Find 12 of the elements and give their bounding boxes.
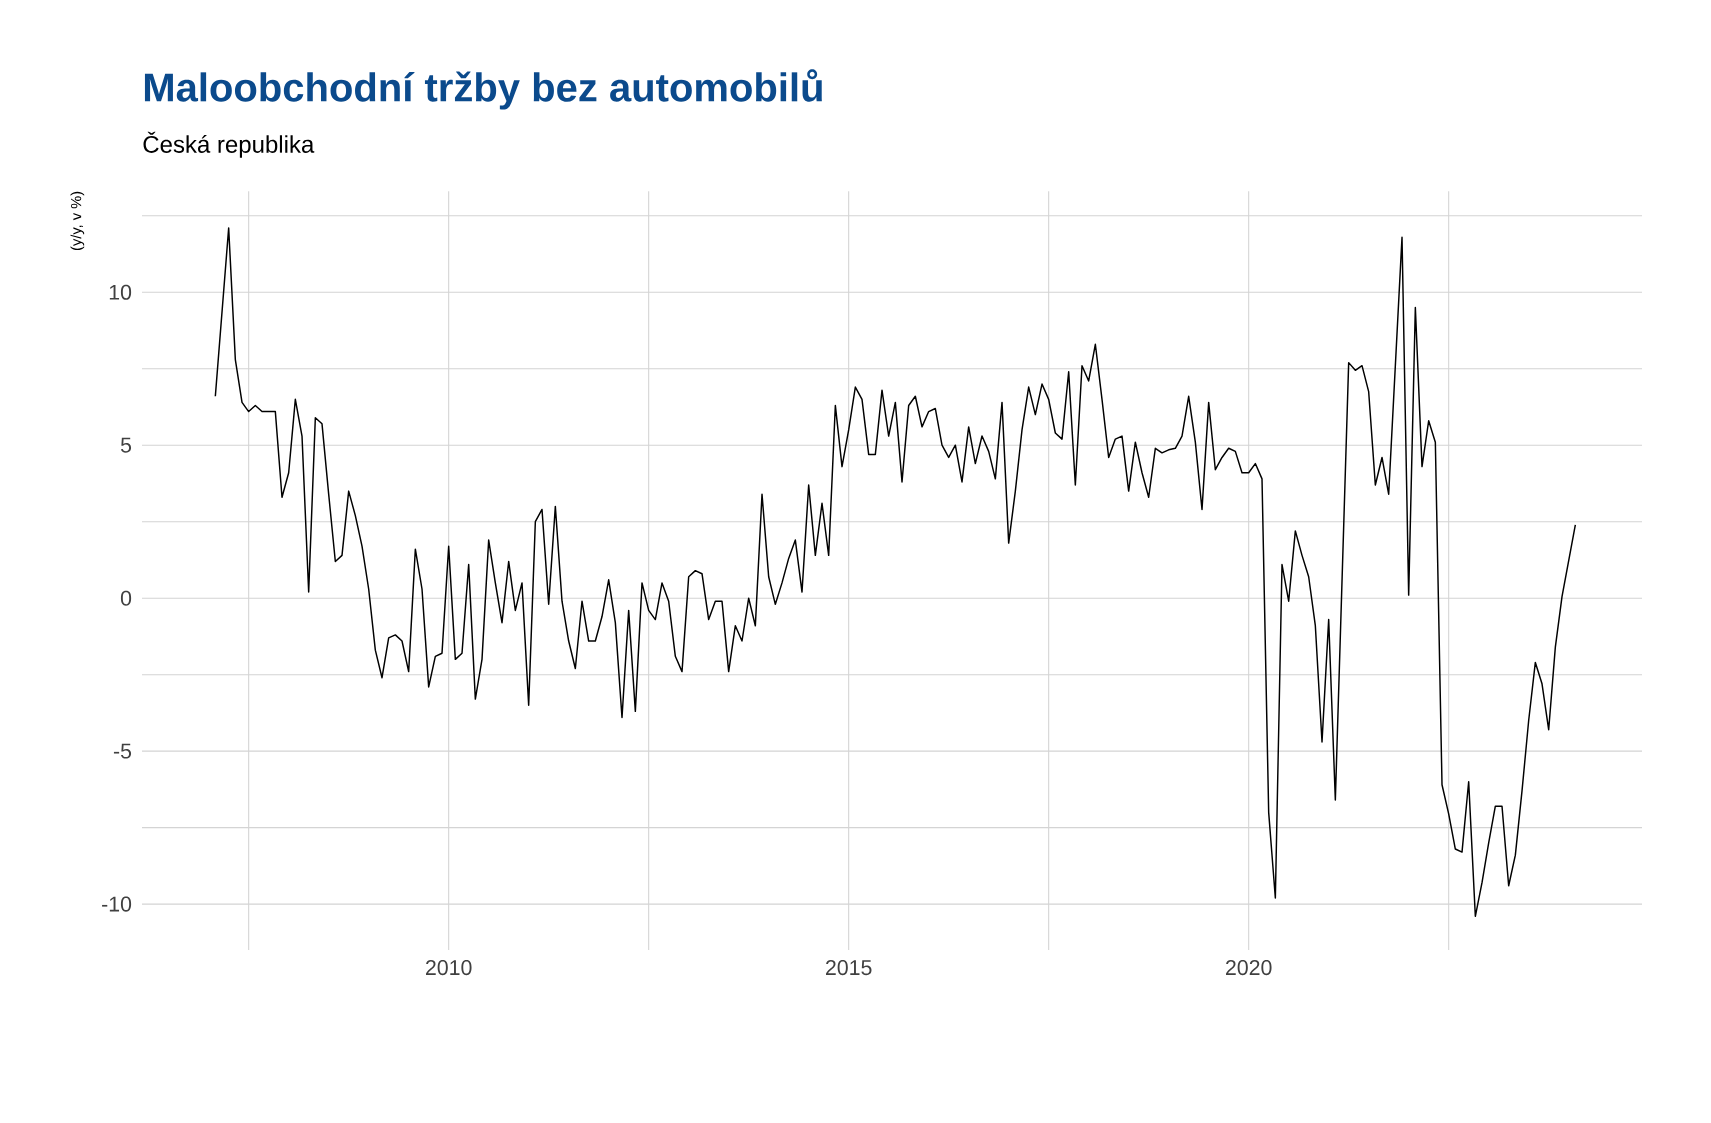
x-tick-label: 2015 <box>826 960 872 976</box>
y-tick-label: -5 <box>113 743 132 759</box>
y-axis-title: (y/y, v %) <box>70 191 85 251</box>
chart-subtitle: Česká republika <box>143 131 315 158</box>
y-tick-label: 0 <box>120 590 132 606</box>
chart-title: Maloobchodní tržby bez automobilů <box>144 69 822 110</box>
line-series <box>214 227 1577 918</box>
x-tick-label: 2020 <box>1226 960 1272 976</box>
x-tick-label: 2010 <box>426 960 472 976</box>
y-tick-label: 10 <box>109 284 132 300</box>
y-tick-label: -10 <box>102 896 132 912</box>
y-tick-label: 5 <box>120 437 132 453</box>
